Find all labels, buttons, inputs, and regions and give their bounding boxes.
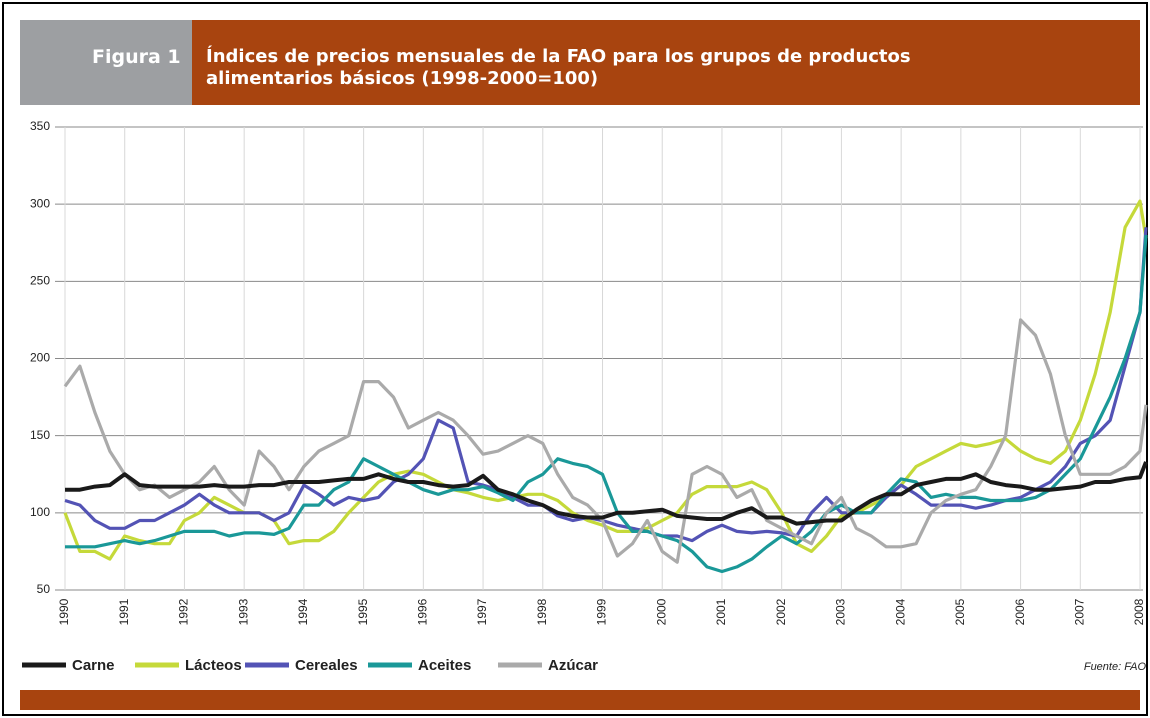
source: Fuente: FAO bbox=[1084, 661, 1147, 673]
x-tick-label: 1994 bbox=[296, 598, 310, 625]
chart-title: Índices de precios mensuales de la FAO p… bbox=[206, 46, 911, 89]
x-tick-label: 2001 bbox=[714, 598, 728, 625]
x-tick-label: 2006 bbox=[1013, 598, 1027, 625]
y-tick-label: 50 bbox=[37, 582, 51, 596]
x-tick-label: 2002 bbox=[774, 598, 788, 625]
x-tick-label: 1993 bbox=[236, 598, 250, 625]
x-tick-label: 2000 bbox=[654, 598, 668, 625]
y-tick-label: 100 bbox=[30, 505, 50, 519]
x-tick-label: 1997 bbox=[475, 598, 489, 625]
series-line bbox=[63, 318, 1148, 564]
legend-label: Lácteos bbox=[185, 657, 242, 674]
y-tick-label: 200 bbox=[30, 351, 50, 365]
chart-title-box: Índices de precios mensuales de la FAO p… bbox=[192, 20, 1140, 105]
x-tick-label: 1995 bbox=[356, 598, 370, 625]
x-tick-label: 2004 bbox=[893, 598, 907, 625]
x-tick-label: 1991 bbox=[117, 598, 131, 625]
x-tick-label: 2007 bbox=[1072, 598, 1086, 625]
series-line bbox=[65, 234, 1148, 574]
x-tick-label: 1999 bbox=[595, 598, 609, 625]
figure-label: Figura 1 bbox=[20, 20, 192, 105]
legend-label: Carne bbox=[72, 657, 115, 674]
x-tick-label: 1990 bbox=[57, 598, 71, 625]
x-tick-label: 1996 bbox=[416, 598, 430, 625]
x-tick-label: 2003 bbox=[834, 598, 848, 625]
x-tick-label: 1992 bbox=[177, 598, 191, 625]
y-tick-label: 150 bbox=[30, 428, 50, 442]
y-tick-label: 300 bbox=[30, 196, 50, 210]
legend-label: Azúcar bbox=[548, 657, 598, 674]
x-tick-label: 1998 bbox=[535, 598, 549, 625]
footer-bar bbox=[20, 690, 1140, 710]
x-tick-label: 2008 bbox=[1132, 598, 1146, 625]
legend-label: Aceites bbox=[418, 657, 471, 674]
y-tick-label: 350 bbox=[30, 119, 50, 133]
legend-label: Cereales bbox=[295, 657, 358, 674]
x-tick-label: 2005 bbox=[953, 598, 967, 625]
y-tick-label: 250 bbox=[30, 274, 50, 288]
series-line bbox=[65, 461, 1148, 526]
series-line bbox=[64, 227, 1148, 543]
